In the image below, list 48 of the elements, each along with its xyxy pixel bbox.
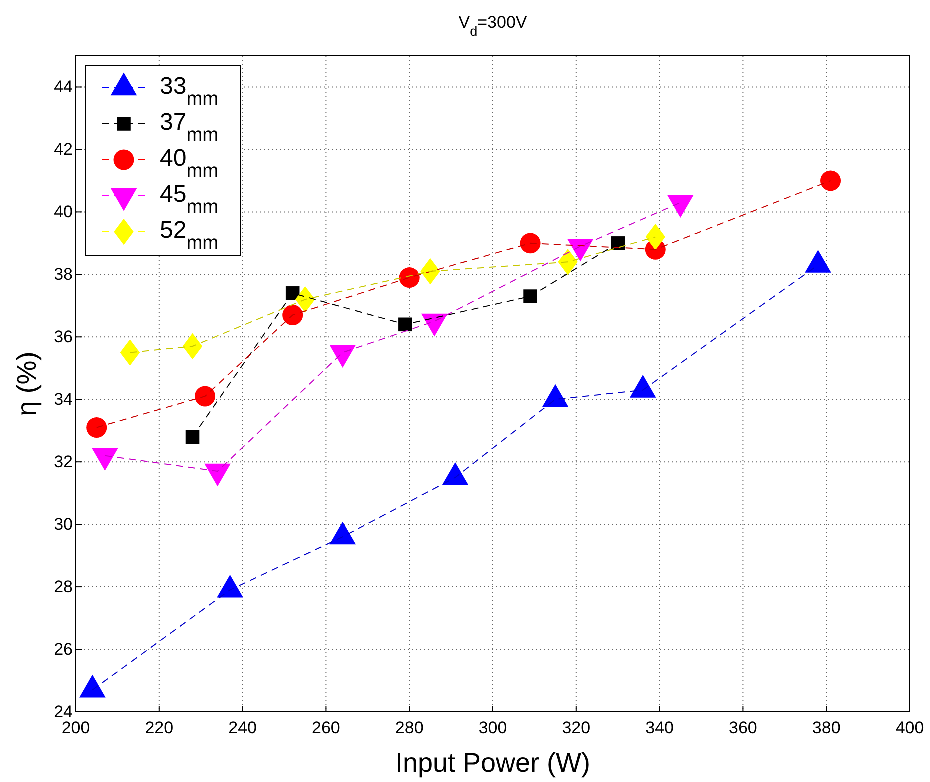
legend-label: 45$_{mm}$ [160, 181, 219, 218]
y-tick-label: 42 [54, 140, 73, 160]
point [398, 318, 412, 332]
point [80, 674, 106, 698]
point [86, 418, 108, 438]
point [520, 233, 541, 254]
y-tick-label: 32 [54, 452, 73, 472]
x-tick-label: 340 [646, 718, 674, 738]
point [646, 224, 666, 250]
point [820, 170, 842, 192]
legend-label: 52$_{mm}$ [160, 217, 219, 254]
legend-label: 37$_{mm}$ [160, 109, 219, 146]
y-tick-label: 26 [54, 640, 73, 659]
point [558, 249, 578, 276]
point [420, 258, 440, 285]
point [217, 574, 244, 598]
point [611, 236, 625, 250]
x-tick-label: 240 [228, 718, 257, 738]
y-tick-label: 30 [54, 515, 73, 534]
point [195, 386, 216, 407]
point [295, 286, 316, 313]
y-tick-label: 34 [54, 390, 73, 410]
legend-label: 40$_{mm}$ [160, 145, 219, 182]
x-tick-label: 280 [395, 718, 424, 738]
y-tick-label: 44 [54, 78, 73, 97]
x-tick-label: 360 [729, 718, 758, 738]
x-tick-label: 300 [478, 718, 508, 738]
y-tick-label: 28 [54, 577, 73, 596]
x-tick-label: 380 [812, 718, 841, 738]
y-tick-label: 38 [54, 265, 73, 284]
x-tick-label: 260 [312, 718, 340, 738]
x-tick-label: 320 [562, 718, 591, 738]
y-axis-title: η (%) [12, 352, 42, 416]
point [182, 333, 203, 360]
point [524, 290, 538, 304]
chart-title: V$_{d}$=300V [458, 13, 528, 38]
y-tick-label: 40 [54, 202, 73, 222]
x-axis-title: Input Power (W) [395, 748, 591, 778]
legend-label: 33$_{mm}$ [160, 73, 219, 110]
x-tick-label: 200 [62, 718, 90, 738]
point [186, 430, 200, 444]
y-tick-label: 36 [54, 328, 73, 347]
point [120, 340, 140, 366]
y-tick-label: 24 [54, 702, 73, 722]
point [399, 268, 420, 288]
x-tick-label: 400 [896, 718, 924, 738]
point [282, 305, 304, 326]
x-tick-label: 220 [145, 718, 174, 738]
